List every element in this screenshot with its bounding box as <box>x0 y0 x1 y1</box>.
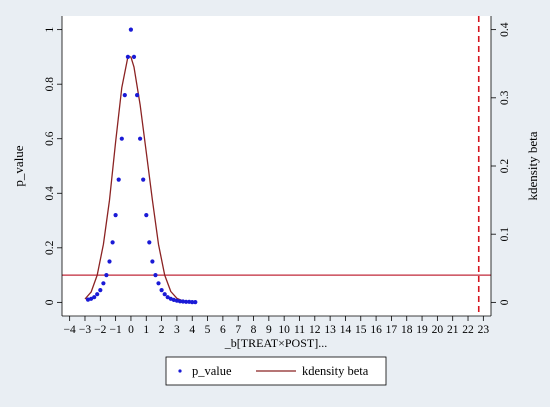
x-tick-label: 1 <box>143 324 149 336</box>
p-value-point <box>122 93 127 98</box>
p-value-point <box>89 296 94 301</box>
x-tick-label: 3 <box>174 324 180 336</box>
p-value-point <box>162 292 167 297</box>
x-tick-label: 17 <box>386 324 398 336</box>
x-tick-label: 20 <box>432 324 444 336</box>
y-left-tick-label: 0.2 <box>44 240 56 255</box>
y-left-tick-label: 1 <box>44 27 56 33</box>
y-right-tick-label: 0.4 <box>499 22 511 37</box>
p-value-point <box>156 281 161 286</box>
y-right-tick-label: 0.3 <box>499 90 511 105</box>
x-tick-label: 13 <box>324 324 336 336</box>
x-tick-label: 14 <box>340 324 352 336</box>
x-tick-label: 22 <box>462 324 474 336</box>
p-value-point <box>125 54 130 60</box>
y-left-tick-label: 0.8 <box>44 77 56 92</box>
p-value-point <box>128 27 133 32</box>
p-value-point <box>180 299 186 304</box>
x-tick-label: 7 <box>235 324 241 336</box>
p-value-point <box>107 259 112 264</box>
p-value-point <box>159 288 164 293</box>
p-value-point <box>141 177 146 182</box>
x-tick-label: 0 <box>128 324 134 336</box>
p-value-point <box>193 300 198 305</box>
x-tick-label: 2 <box>159 324 165 336</box>
y-right-tick-label: 0.1 <box>499 227 511 242</box>
y-left-tick-label: 0.6 <box>44 131 56 146</box>
p-value-point <box>131 54 137 60</box>
p-value-point <box>184 299 189 304</box>
p-value-point <box>98 288 103 293</box>
x-tick-label: −3 <box>79 324 91 336</box>
p-value-point <box>190 300 195 305</box>
x-tick-label: −1 <box>110 324 122 336</box>
p-value-point <box>138 136 143 141</box>
p-value-point <box>153 273 158 278</box>
x-tick-label: −2 <box>94 324 106 336</box>
x-tick-label: −4 <box>64 324 76 336</box>
x-tick-label: 18 <box>401 324 413 336</box>
x-axis-label: _b[TREAT×POST]... <box>224 336 327 350</box>
y-axis-right: 0 0.1 0.2 0.3 0.4 <box>490 16 511 316</box>
reference-lines <box>62 16 491 316</box>
kdensity-line <box>84 56 184 302</box>
p-value-point <box>135 93 140 98</box>
kdensity-series <box>84 56 184 302</box>
p-value-point <box>104 273 109 278</box>
y-left-tick-label: 0 <box>44 299 56 305</box>
x-tick-label: 10 <box>278 324 290 336</box>
x-tick-label: 16 <box>370 324 382 336</box>
p-value-point <box>95 292 100 297</box>
p-value-point <box>150 259 155 264</box>
p-value-point <box>101 281 106 286</box>
p-value-point <box>177 299 183 304</box>
p-value-point <box>119 136 124 141</box>
y-right-tick-label: 0 <box>499 299 511 305</box>
y-left-tick-label: 0.4 <box>44 186 56 201</box>
p-value-point <box>110 240 115 245</box>
x-tick-label: 21 <box>447 324 459 336</box>
p-value-point <box>92 295 97 300</box>
p-value-point <box>165 295 170 300</box>
y-right-tick-label: 0.2 <box>499 159 511 174</box>
y-axis-left: 0 0.2 0.4 0.6 0.8 1 <box>44 16 63 316</box>
legend-p-value-label: p_value <box>192 364 232 378</box>
x-tick-label: 15 <box>355 324 367 336</box>
x-tick-label: 9 <box>266 324 272 336</box>
x-tick-label: 6 <box>220 324 226 336</box>
legend: p_value kdensity beta <box>165 356 387 386</box>
x-axis: −4 −3 −2 −1 0 1 2 3 4 5 6 7 8 9 10 11 12 13 14 15 16 17 18 19 20… <box>62 315 491 336</box>
p-value-point <box>116 177 121 182</box>
p-value-point <box>144 213 149 218</box>
x-tick-label: 11 <box>294 324 305 336</box>
legend-p-value-marker <box>178 369 182 373</box>
x-tick-label: 12 <box>309 324 321 336</box>
plot-area <box>62 16 491 316</box>
legend-kdensity-label: kdensity beta <box>302 364 369 378</box>
x-tick-label: 19 <box>416 324 428 336</box>
x-tick-label: 5 <box>205 324 211 336</box>
y-axis-right-label: kdensity beta <box>525 131 540 200</box>
p-value-point <box>113 213 118 218</box>
x-tick-label: 8 <box>251 324 257 336</box>
x-tick-label: 23 <box>478 324 490 336</box>
p-value-series <box>85 27 198 305</box>
x-tick-label: 4 <box>189 324 195 336</box>
y-axis-left-label: p_value <box>11 145 26 186</box>
p-value-point <box>147 240 152 245</box>
